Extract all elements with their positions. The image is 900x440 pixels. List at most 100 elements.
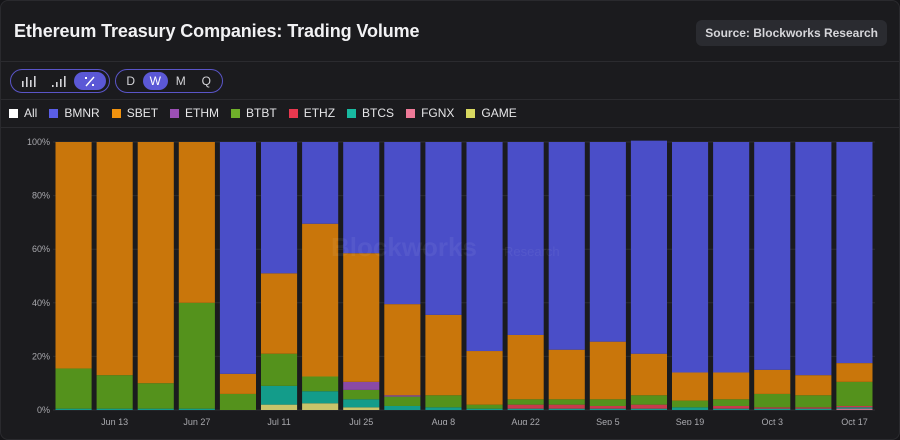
percent-button[interactable] [74, 72, 106, 90]
bar-segment-sbet[interactable] [795, 375, 832, 396]
bar-segment-btbt[interactable] [713, 399, 750, 406]
bar-segment-bmnr[interactable] [384, 142, 421, 305]
bar-segment-sbet[interactable] [466, 351, 503, 405]
bar-segment-sbet[interactable] [178, 142, 215, 303]
bar-segment-bmnr[interactable] [219, 142, 256, 374]
bar-segment-ethm[interactable] [384, 395, 421, 397]
bar-segment-btcs[interactable] [55, 408, 92, 410]
period-week-button[interactable]: W [142, 72, 169, 90]
bar-segment-btbt[interactable] [55, 368, 92, 409]
bar-segment-btbt[interactable] [343, 389, 380, 400]
bar-segment-sbet[interactable] [589, 341, 626, 400]
bar-segment-btcs[interactable] [672, 407, 709, 410]
bar-segment-bmnr[interactable] [507, 142, 544, 335]
bar-segment-bmnr[interactable] [589, 142, 626, 342]
bar-segment-bmnr[interactable] [836, 142, 873, 364]
bar-segment-sbet[interactable] [96, 142, 133, 376]
bar-segment-ethz[interactable] [836, 405, 873, 408]
bar-segment-btcs[interactable] [630, 408, 667, 410]
bar-segment-bmnr[interactable] [754, 142, 791, 370]
bar-segment-sbet[interactable] [302, 223, 339, 377]
bar-segment-btbt[interactable] [137, 383, 174, 409]
legend-item-bmnr[interactable]: BMNR [49, 106, 100, 120]
bar-segment-btcs[interactable] [589, 408, 626, 410]
bar-segment-btcs[interactable] [836, 407, 873, 409]
bar-segment-btbt[interactable] [219, 393, 256, 410]
bar-segment-btbt[interactable] [384, 396, 421, 406]
bar-segment-sbet[interactable] [836, 363, 873, 382]
bar-segment-ethz[interactable] [589, 405, 626, 409]
bar-segment-btbt[interactable] [795, 395, 832, 408]
period-day-button[interactable]: D [126, 74, 136, 88]
bar-segment-fgnx[interactable] [836, 408, 873, 410]
bar-segment-sbet[interactable] [507, 334, 544, 400]
bar-segment-sbet[interactable] [672, 372, 709, 401]
bar-segment-bmnr[interactable] [425, 142, 462, 315]
bar-segment-btbt[interactable] [672, 400, 709, 408]
bar-segment-ethm[interactable] [343, 381, 380, 390]
bar-segment-sbet[interactable] [754, 369, 791, 394]
bar-segment-sbet[interactable] [261, 273, 298, 354]
bar-segment-sbet[interactable] [137, 142, 174, 384]
bar-segment-btcs[interactable] [425, 407, 462, 410]
bar-segment-ethz[interactable] [713, 405, 750, 409]
bar-segment-ethz[interactable] [754, 407, 791, 409]
legend-item-ethz[interactable]: ETHZ [288, 106, 335, 120]
legend-item-btbt[interactable]: BTBT [231, 106, 277, 120]
bar-segment-ethz[interactable] [795, 407, 832, 409]
bar-segment-btbt[interactable] [589, 399, 626, 406]
bar-segment-btbt[interactable] [754, 393, 791, 408]
bar-segment-bmnr[interactable] [795, 142, 832, 376]
bar-segment-game[interactable] [302, 403, 339, 410]
bar-segment-btbt[interactable] [548, 399, 585, 405]
bar-chart-button[interactable] [14, 72, 44, 90]
bar-segment-btcs[interactable] [384, 405, 421, 410]
bar-segment-sbet[interactable] [384, 304, 421, 396]
bar-segment-btbt[interactable] [96, 375, 133, 409]
bar-segment-bmnr[interactable] [630, 140, 667, 354]
bar-segment-btcs[interactable] [795, 408, 832, 410]
bar-segment-btbt[interactable] [261, 353, 298, 386]
legend-item-ethm[interactable]: ETHM [170, 106, 219, 120]
bar-segment-bmnr[interactable] [548, 142, 585, 350]
bar-segment-btbt[interactable] [836, 381, 873, 406]
bar-segment-bmnr[interactable] [343, 142, 380, 254]
bar-segment-btcs[interactable] [548, 408, 585, 410]
bar-segment-sbet[interactable] [219, 373, 256, 394]
bar-segment-btbt[interactable] [507, 399, 544, 405]
legend-item-game[interactable]: GAME [466, 106, 517, 120]
bar-segment-game[interactable] [343, 407, 380, 410]
cumulative-bar-button[interactable] [44, 72, 74, 90]
bar-segment-sbet[interactable] [343, 253, 380, 382]
bar-segment-btbt[interactable] [466, 404, 503, 409]
bar-segment-game[interactable] [261, 404, 298, 410]
legend-item-fgnx[interactable]: FGNX [406, 106, 454, 120]
bar-segment-btcs[interactable] [137, 408, 174, 410]
period-month-button[interactable]: M [175, 74, 186, 88]
legend-item-all[interactable]: All [9, 106, 37, 120]
bar-segment-sbet[interactable] [630, 353, 667, 396]
bar-segment-ethz[interactable] [507, 404, 544, 409]
bar-segment-sbet[interactable] [713, 372, 750, 400]
bar-segment-sbet[interactable] [55, 142, 92, 369]
bar-segment-btbt[interactable] [178, 302, 215, 409]
bar-segment-bmnr[interactable] [713, 142, 750, 373]
bar-segment-sbet[interactable] [548, 349, 585, 400]
bar-segment-btcs[interactable] [96, 408, 133, 410]
bar-segment-btcs[interactable] [302, 391, 339, 404]
bar-segment-bmnr[interactable] [672, 142, 709, 373]
bar-segment-bmnr[interactable] [302, 142, 339, 224]
bar-segment-btcs[interactable] [343, 399, 380, 408]
period-quarter-button[interactable]: Q [201, 74, 211, 88]
bar-segment-ethz[interactable] [548, 404, 585, 409]
bar-segment-ethz[interactable] [630, 404, 667, 409]
bar-segment-btcs[interactable] [507, 408, 544, 410]
bar-segment-btcs[interactable] [466, 408, 503, 410]
bar-segment-btbt[interactable] [630, 395, 667, 405]
bar-segment-btcs[interactable] [713, 408, 750, 410]
bar-segment-sbet[interactable] [425, 314, 462, 396]
bar-segment-btcs[interactable] [178, 408, 215, 410]
bar-segment-btbt[interactable] [425, 395, 462, 408]
bar-segment-btcs[interactable] [754, 408, 791, 410]
bar-segment-btcs[interactable] [261, 385, 298, 405]
